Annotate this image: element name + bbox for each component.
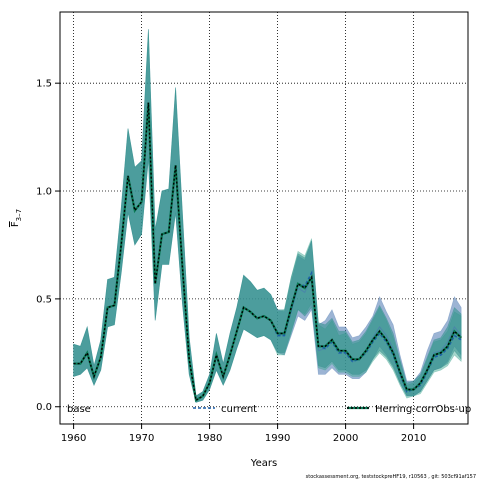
x-tick-label: 1990 — [265, 433, 290, 444]
series-lines — [73, 102, 462, 403]
x-tick-label: 2010 — [401, 433, 426, 444]
x-tick-label: 1970 — [129, 433, 154, 444]
series-line — [73, 102, 462, 402]
legend-label: current — [221, 404, 257, 415]
y-axis-title-main: F — [10, 221, 21, 227]
y-tick-label: 1.5 — [36, 79, 52, 90]
y-axis: 0.0 0.5 1.0 1.5 — [36, 79, 60, 413]
legend: base current Herring-corrObs-up — [67, 404, 471, 415]
x-tick-label: 1980 — [197, 433, 222, 444]
confidence-bands — [73, 29, 462, 403]
y-axis-title-sub: 3–7 — [15, 209, 23, 221]
x-axis: 1960 1970 1980 1990 2000 2010 — [61, 424, 426, 444]
plot-frame — [59, 11, 469, 425]
x-axis-title: Years — [250, 458, 277, 469]
legend-label: Herring-corrObs-up — [375, 404, 471, 415]
y-axis-title: F3–7 — [10, 209, 23, 227]
y-tick-label: 0.0 — [36, 402, 52, 413]
y-tick-label: 0.5 — [36, 294, 52, 305]
x-tick-label: 1960 — [61, 433, 86, 444]
svg-text:F3–7: F3–7 — [10, 209, 23, 227]
footnote: stockassessment.org, teststockpreHF19, r… — [306, 474, 476, 480]
series-line-base — [73, 102, 462, 403]
series-line — [73, 102, 462, 402]
legend-label: base — [67, 404, 91, 415]
x-tick-label: 2000 — [333, 433, 358, 444]
y-tick-label: 1.0 — [36, 187, 52, 198]
confidence-band — [73, 29, 462, 403]
series-line — [73, 102, 462, 402]
